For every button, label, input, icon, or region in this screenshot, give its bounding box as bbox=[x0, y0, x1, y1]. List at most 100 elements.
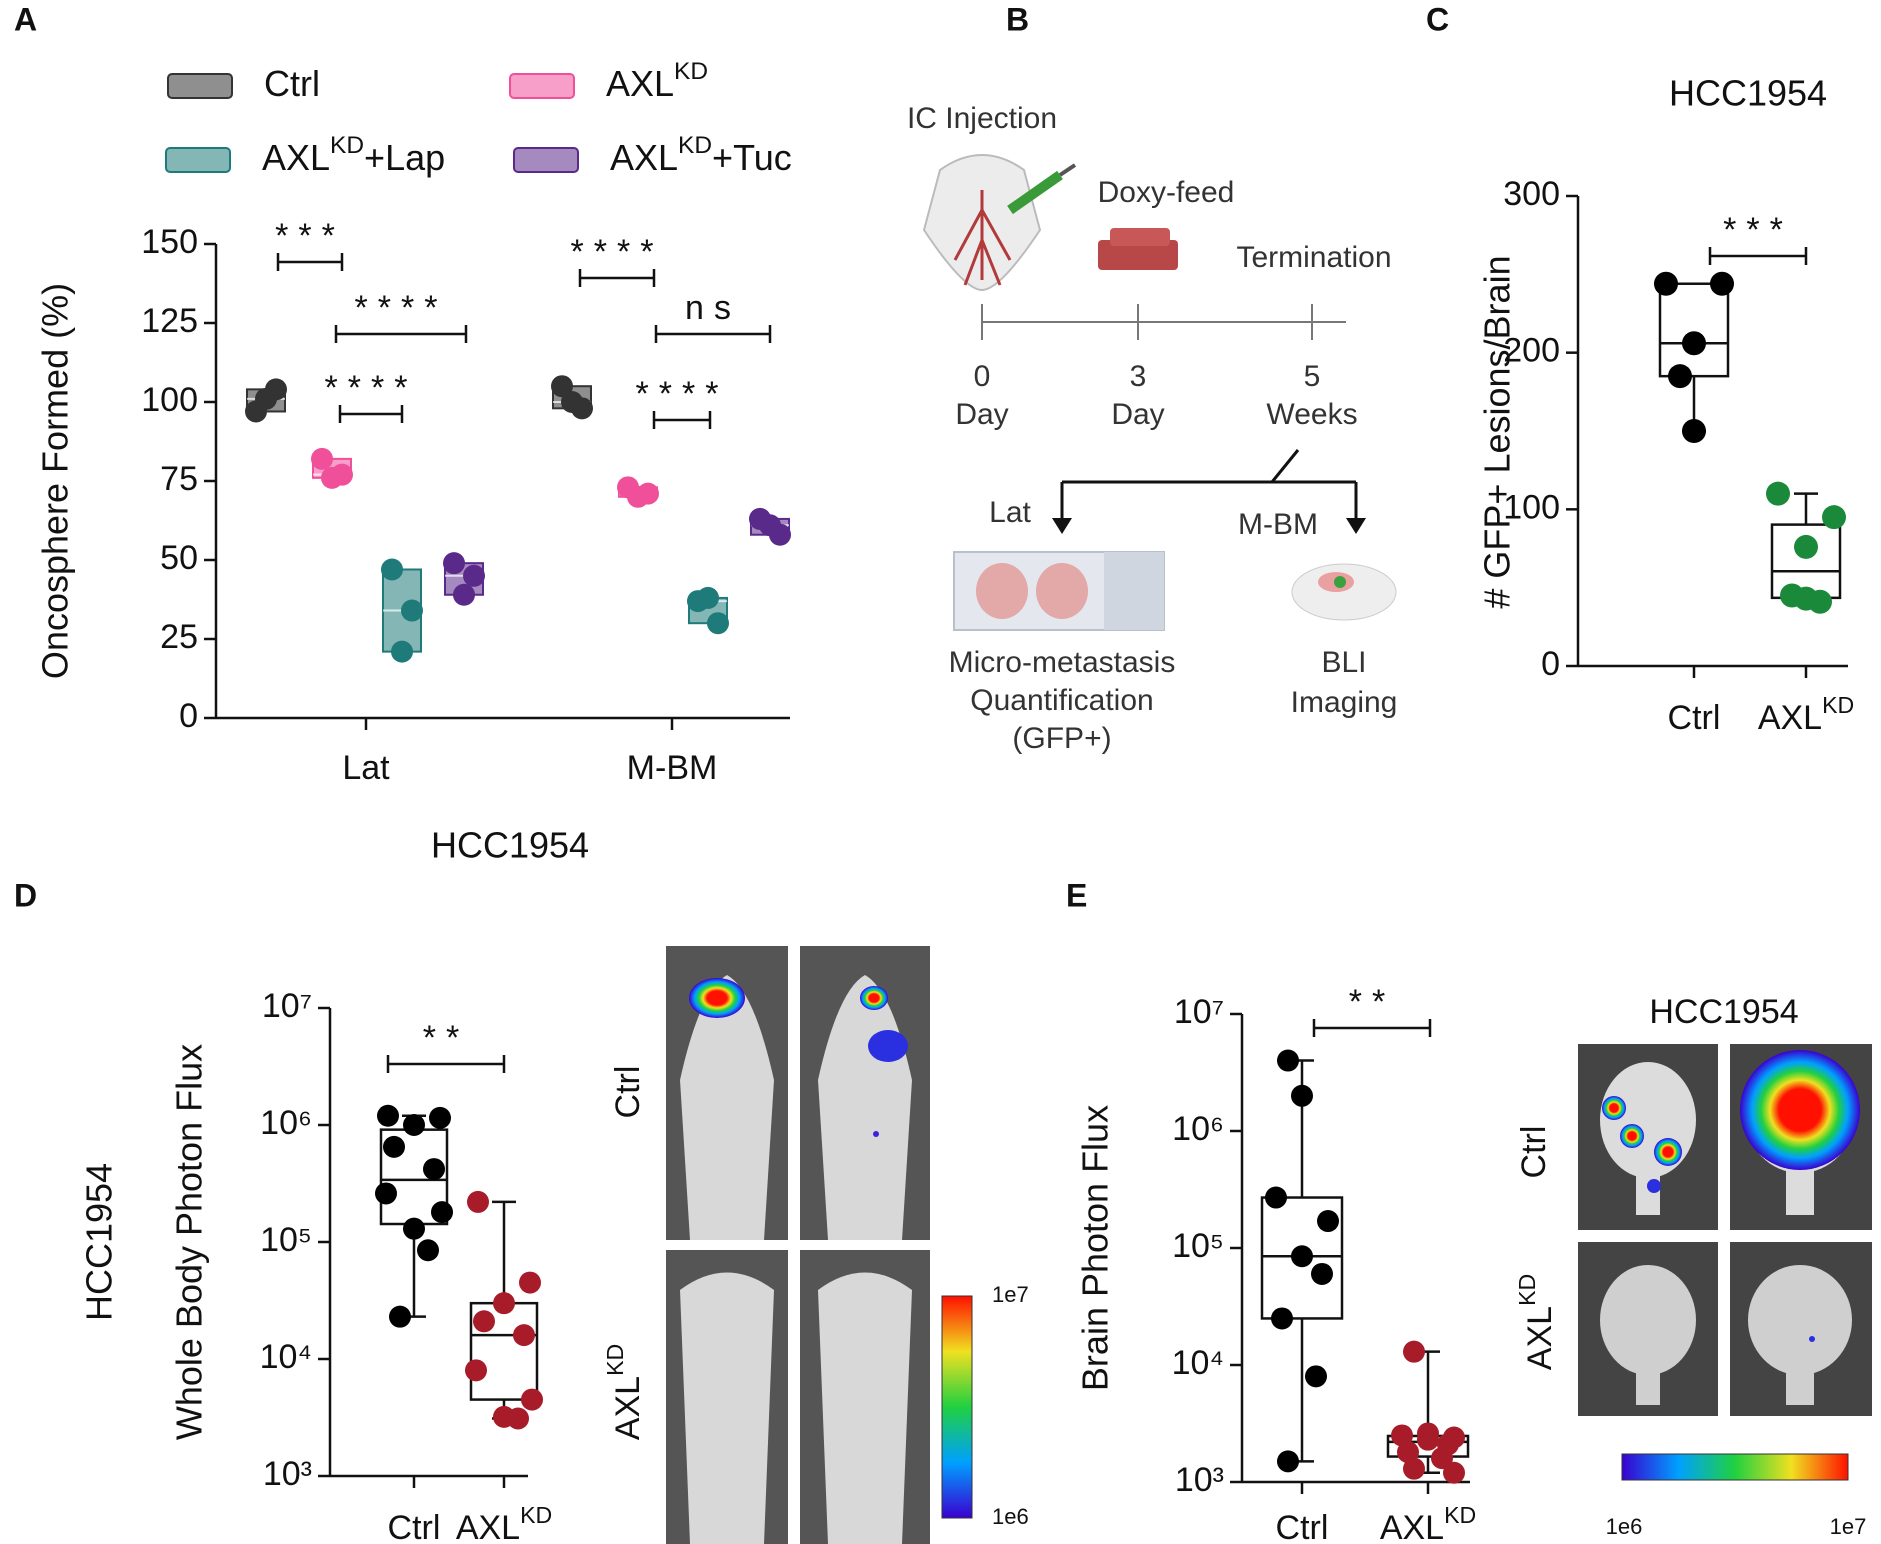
significance-bracket bbox=[578, 269, 656, 287]
y-tick-label: 100 bbox=[1503, 488, 1560, 526]
y-axis-label: # GFP+ Lesions/Brain bbox=[1477, 255, 1518, 608]
data-point bbox=[707, 612, 729, 635]
data-point bbox=[1291, 1245, 1313, 1268]
data-point bbox=[1277, 1049, 1299, 1072]
y-tick-label: 10³ bbox=[1175, 1461, 1224, 1499]
y-tick-label: 10⁶ bbox=[260, 1104, 312, 1142]
data-point bbox=[551, 375, 573, 398]
y-tick-label: 10⁶ bbox=[1172, 1110, 1224, 1148]
tissue-icon bbox=[976, 563, 1028, 619]
colorbar-label: 1e7 bbox=[992, 1282, 1029, 1307]
y-tick-label: 10⁷ bbox=[262, 987, 312, 1025]
y-tick-label: 10⁴ bbox=[1172, 1344, 1224, 1382]
legend-label-part: Ctrl bbox=[264, 63, 320, 104]
syringe-icon bbox=[1007, 170, 1063, 215]
y-tick-label: 300 bbox=[1503, 175, 1560, 213]
diagram-text: (GFP+) bbox=[1012, 722, 1111, 755]
significance-label: **** bbox=[571, 233, 664, 271]
significance-label: ** bbox=[423, 1019, 469, 1057]
colorbar-label: 1e6 bbox=[1606, 1514, 1643, 1539]
x-tick-label-part: Ctrl bbox=[1276, 1509, 1329, 1544]
signal-blob bbox=[1602, 1096, 1626, 1120]
y-tick-label: 25 bbox=[160, 618, 198, 656]
signal-blob bbox=[1809, 1336, 1815, 1342]
legend-label: Ctrl bbox=[264, 63, 320, 104]
row-label: Ctrl bbox=[609, 1066, 647, 1119]
data-point bbox=[321, 466, 343, 489]
signal-blob bbox=[868, 1030, 908, 1062]
significance-bracket bbox=[1312, 1019, 1432, 1037]
legend-swatch bbox=[513, 147, 579, 173]
panel-letter: D bbox=[14, 877, 37, 913]
image-title: HCC1954 bbox=[1649, 993, 1798, 1031]
brain bbox=[1748, 1265, 1852, 1375]
significance-bracket bbox=[334, 325, 468, 343]
tissue-icon bbox=[1036, 563, 1088, 619]
data-point bbox=[521, 1388, 543, 1411]
data-point bbox=[1417, 1428, 1439, 1451]
timeline-label: Day bbox=[955, 398, 1008, 431]
y-tick-label: 0 bbox=[1541, 645, 1560, 683]
x-tick-label: Ctrl bbox=[388, 1509, 441, 1544]
y-tick-label: 10⁴ bbox=[260, 1338, 312, 1376]
diagram-text: IC Injection bbox=[907, 102, 1057, 135]
legend-label-part: +Tuc bbox=[712, 137, 792, 178]
x-tick-label-part: Ctrl bbox=[1668, 699, 1721, 737]
data-point bbox=[403, 1217, 425, 1240]
data-point bbox=[1431, 1447, 1453, 1470]
panel-letter: B bbox=[1006, 1, 1029, 37]
vessels-icon bbox=[953, 190, 1012, 286]
diagram: IC Injection Doxy-feed Termination 0 Day… bbox=[907, 102, 1397, 755]
data-point bbox=[377, 1104, 399, 1127]
mouse bbox=[818, 1272, 912, 1544]
data-point bbox=[513, 1324, 535, 1347]
timeline-label: 5 bbox=[1304, 360, 1321, 393]
signal-blob bbox=[1654, 1138, 1682, 1166]
data-point bbox=[467, 1190, 489, 1213]
signal-blob bbox=[1740, 1050, 1860, 1170]
colorbar bbox=[941, 1295, 973, 1519]
x-axis-label: HCC1954 bbox=[431, 825, 589, 866]
row-label: Ctrl bbox=[1515, 1126, 1553, 1179]
data-point bbox=[1654, 271, 1678, 296]
legend-label-part: KD bbox=[330, 132, 364, 159]
legend-swatch bbox=[165, 147, 231, 173]
data-point bbox=[465, 1359, 487, 1382]
data-point bbox=[1403, 1457, 1425, 1480]
food-icon bbox=[1110, 228, 1170, 246]
data-point bbox=[1668, 364, 1692, 389]
panel-letter: E bbox=[1066, 877, 1087, 913]
diagram-text: Doxy-feed bbox=[1098, 176, 1235, 209]
row-label: AXLKD bbox=[1514, 1274, 1559, 1370]
diagram-text: M-BM bbox=[1238, 508, 1318, 541]
legend-label-part: KD bbox=[678, 132, 712, 159]
significance-bracket bbox=[386, 1055, 506, 1073]
legend-swatch bbox=[509, 73, 575, 99]
row-label-part: KD bbox=[602, 1344, 628, 1376]
signal-blob bbox=[873, 1131, 879, 1137]
colorbar-label: 1e7 bbox=[1830, 1514, 1867, 1539]
data-point bbox=[381, 558, 403, 581]
x-tick-label: AXLKD bbox=[1380, 1502, 1476, 1544]
data-point bbox=[429, 1106, 451, 1129]
y-axis-label: Oncosphere Formed (%) bbox=[35, 283, 76, 679]
signal-blob bbox=[689, 978, 745, 1018]
diagram-text: BLI bbox=[1321, 646, 1366, 679]
diagram-text: Quantification bbox=[970, 684, 1153, 717]
data-point bbox=[493, 1292, 515, 1315]
significance-label: *** bbox=[1723, 211, 1793, 249]
colorbar bbox=[1621, 1453, 1849, 1481]
x-tick-label: Lat bbox=[342, 749, 390, 787]
significance-bracket bbox=[1708, 247, 1808, 265]
data-point bbox=[255, 387, 277, 410]
mouse bbox=[680, 1272, 774, 1544]
data-point bbox=[1291, 1084, 1313, 1107]
data-point bbox=[383, 1135, 405, 1158]
y-tick-label: 10³ bbox=[263, 1455, 312, 1493]
x-tick-label-part: KD bbox=[1444, 1502, 1476, 1528]
data-point bbox=[1397, 1441, 1419, 1464]
y-axis-label: Whole Body Photon Flux bbox=[169, 1044, 210, 1440]
significance-label: *** bbox=[275, 217, 345, 255]
data-point bbox=[431, 1201, 453, 1224]
